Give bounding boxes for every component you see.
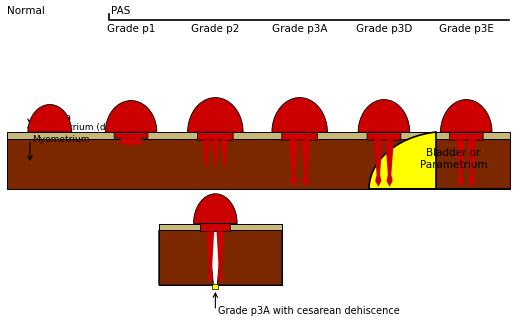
Polygon shape (217, 231, 224, 283)
Text: Grade p3D: Grade p3D (356, 24, 412, 34)
Bar (222, 223, 282, 230)
Polygon shape (457, 140, 465, 187)
Polygon shape (301, 140, 310, 187)
Polygon shape (212, 140, 219, 170)
Text: Grade p3E: Grade p3E (439, 24, 494, 34)
Text: Endometrium (decidua): Endometrium (decidua) (32, 123, 139, 132)
Polygon shape (440, 100, 492, 140)
Polygon shape (358, 100, 410, 140)
Bar (212, 284, 218, 289)
Text: Bladder or
Parametrium: Bladder or Parametrium (420, 148, 487, 170)
Text: Normal: Normal (7, 6, 45, 16)
Polygon shape (217, 230, 282, 285)
Polygon shape (289, 140, 298, 187)
Polygon shape (467, 140, 476, 187)
Text: Grade p3A: Grade p3A (272, 24, 327, 34)
Bar (7, 139, 510, 189)
Polygon shape (203, 140, 210, 170)
Bar (159, 223, 208, 230)
Polygon shape (159, 230, 214, 285)
Polygon shape (193, 194, 237, 231)
Polygon shape (385, 140, 394, 187)
Polygon shape (105, 101, 157, 138)
Polygon shape (221, 140, 228, 170)
Text: Grade p3A with cesarean dehiscence: Grade p3A with cesarean dehiscence (218, 306, 400, 316)
Bar (7, 132, 510, 139)
Polygon shape (374, 140, 383, 187)
Ellipse shape (120, 137, 129, 145)
Polygon shape (207, 231, 214, 283)
Polygon shape (272, 98, 327, 140)
Ellipse shape (133, 137, 142, 145)
Text: Myometrium: Myometrium (32, 135, 89, 144)
Polygon shape (369, 132, 510, 189)
Text: Grade p2: Grade p2 (191, 24, 239, 34)
Text: Grade p1: Grade p1 (107, 24, 155, 34)
Polygon shape (28, 105, 71, 132)
Text: Placenta: Placenta (32, 113, 71, 122)
Text: PAS: PAS (111, 6, 131, 16)
Polygon shape (188, 98, 243, 140)
Ellipse shape (127, 137, 135, 145)
